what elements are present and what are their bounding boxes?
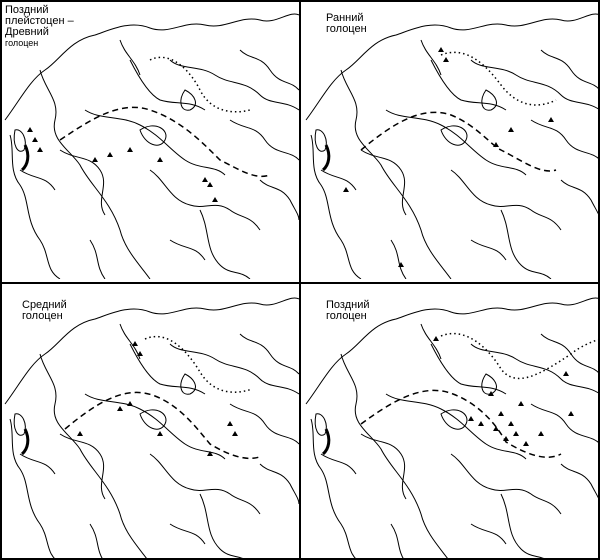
map bbox=[3, 12, 299, 279]
site-triangle-icon bbox=[548, 117, 554, 122]
panel-late-pleistocene-early-holocene: Поздний плейстоцен – Древний голоцен bbox=[0, 0, 299, 279]
site-triangle-icon bbox=[508, 127, 514, 132]
panel-title: Средний голоцен bbox=[22, 300, 67, 322]
site-triangle-icon bbox=[563, 371, 569, 376]
divider-vertical bbox=[299, 0, 301, 560]
title-line: Древний bbox=[5, 26, 49, 38]
title-line: голоцен bbox=[5, 38, 39, 48]
site-triangle-icon bbox=[508, 421, 514, 426]
boundary-line bbox=[360, 389, 562, 458]
panel-early-holocene: Ранний голоцен bbox=[301, 0, 600, 279]
panel-late-holocene: Поздний голоцен bbox=[301, 284, 600, 560]
site-triangle-icon bbox=[157, 431, 163, 436]
site-triangle-icon bbox=[127, 401, 133, 406]
site-triangle-icon bbox=[523, 441, 529, 446]
site-triangle-icon bbox=[132, 341, 138, 346]
site-triangle-icon bbox=[438, 47, 444, 52]
panel-title: Поздний плейстоцен – Древний голоцен bbox=[5, 5, 74, 49]
map bbox=[304, 12, 600, 279]
title-line: Ранний bbox=[326, 12, 364, 24]
site-triangle-icon bbox=[498, 411, 504, 416]
site-triangle-icon bbox=[503, 436, 509, 441]
site-triangle-icon bbox=[493, 142, 499, 147]
site-triangle-icon bbox=[468, 416, 474, 421]
site-triangle-icon bbox=[343, 187, 349, 192]
site-triangle-icon bbox=[443, 57, 449, 62]
site-triangle-icon bbox=[568, 411, 574, 416]
site-triangle-icon bbox=[92, 157, 98, 162]
title-line: голоцен bbox=[22, 310, 63, 322]
site-triangle-icon bbox=[232, 431, 238, 436]
title-line: голоцен bbox=[326, 310, 367, 322]
site-triangle-icon bbox=[212, 197, 218, 202]
site-triangle-icon bbox=[513, 431, 519, 436]
site-triangle-icon bbox=[207, 451, 213, 456]
site-triangle-icon bbox=[157, 157, 163, 162]
panel-middle-holocene: Средний голоцен bbox=[0, 284, 299, 560]
site-triangle-icon bbox=[127, 147, 133, 152]
northern-limit-line bbox=[149, 56, 251, 113]
site-triangle-icon bbox=[107, 152, 113, 157]
site-triangle-icon bbox=[207, 182, 213, 187]
title-line: Средний bbox=[22, 299, 67, 311]
site-triangle-icon bbox=[27, 127, 33, 132]
map bbox=[304, 296, 600, 560]
site-triangle-icon bbox=[398, 262, 404, 267]
site-triangle-icon bbox=[137, 351, 143, 356]
title-line: плейстоцен – bbox=[5, 15, 74, 27]
map bbox=[3, 296, 299, 560]
site-triangle-icon bbox=[478, 421, 484, 426]
title-line: Поздний bbox=[5, 4, 49, 16]
boundary-line bbox=[360, 111, 557, 172]
site-triangle-icon bbox=[32, 137, 38, 142]
northern-limit-line bbox=[440, 51, 557, 106]
northern-limit-line bbox=[440, 332, 600, 380]
site-triangle-icon bbox=[518, 401, 524, 406]
site-triangle-icon bbox=[538, 431, 544, 436]
title-line: голоцен bbox=[326, 23, 367, 35]
site-triangle-icon bbox=[77, 431, 83, 436]
site-triangle-icon bbox=[117, 406, 123, 411]
site-triangle-icon bbox=[227, 421, 233, 426]
site-triangle-icon bbox=[433, 336, 439, 341]
site-triangle-icon bbox=[202, 177, 208, 182]
site-triangle-icon bbox=[488, 391, 494, 396]
site-triangle-icon bbox=[493, 426, 499, 431]
site-triangle-icon bbox=[37, 147, 43, 152]
boundary-line bbox=[64, 391, 263, 460]
title-line: Поздний bbox=[326, 299, 370, 311]
panel-title: Ранний голоцен bbox=[326, 13, 367, 35]
divider-horizontal bbox=[0, 282, 600, 284]
panel-title: Поздний голоцен bbox=[326, 300, 369, 322]
